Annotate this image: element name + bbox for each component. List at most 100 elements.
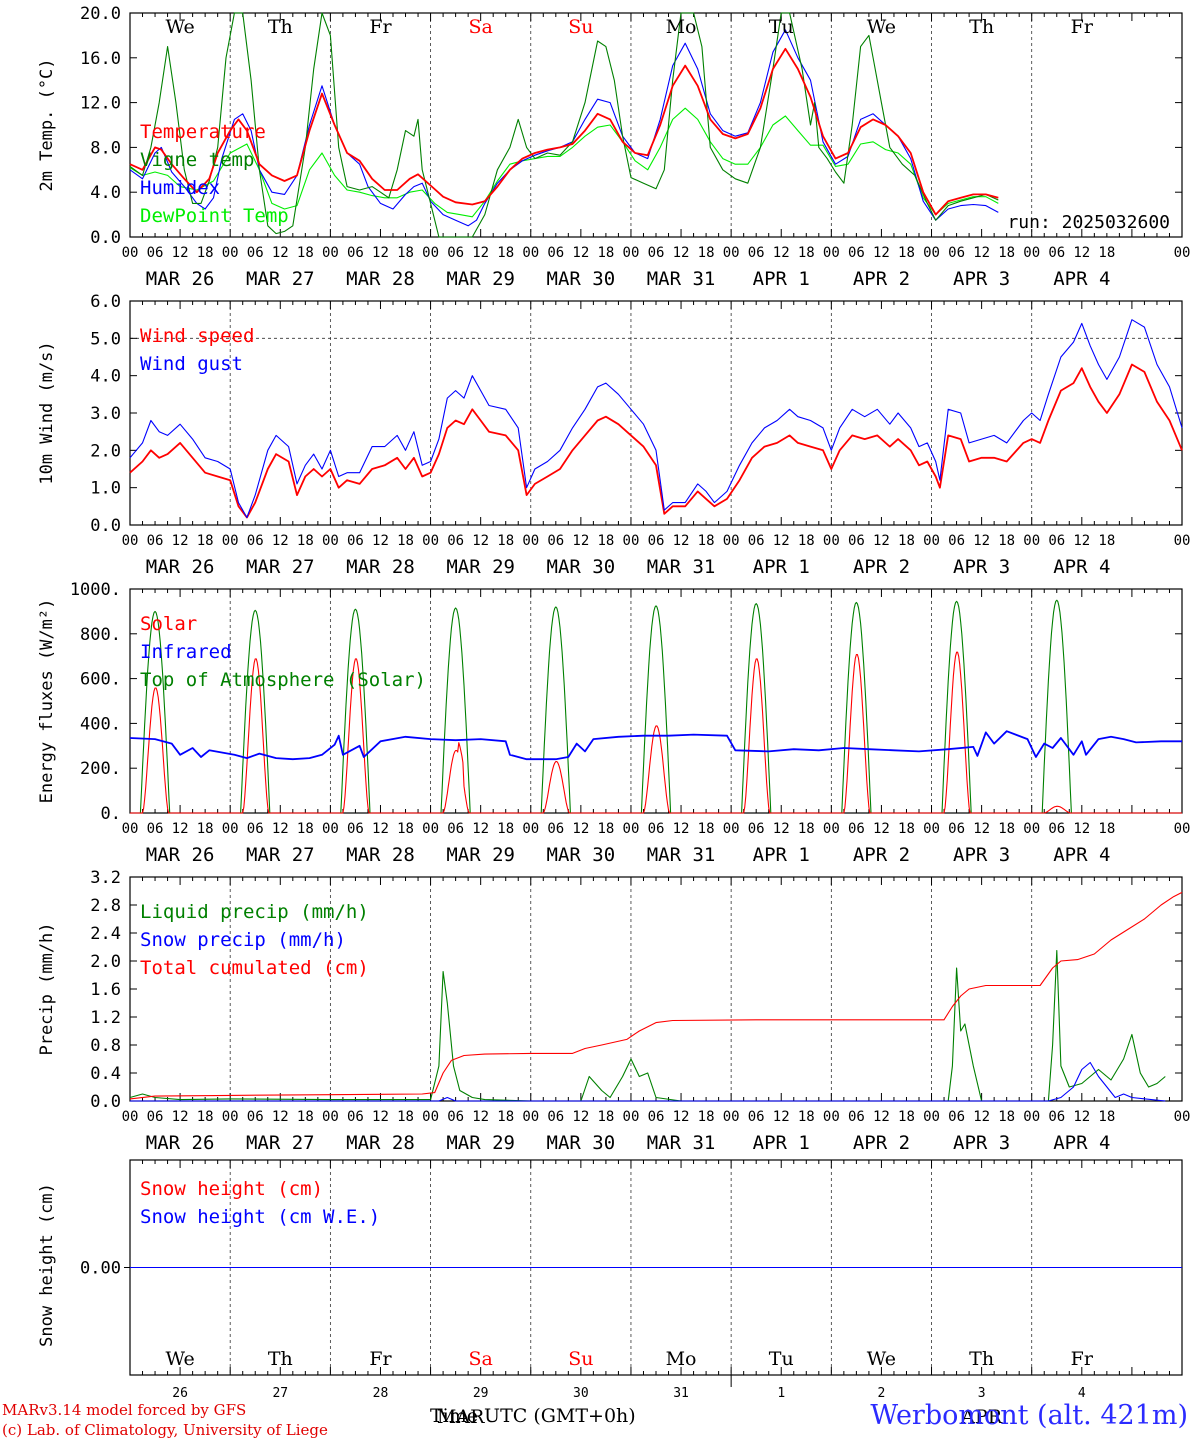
hour-label: 00 bbox=[422, 533, 439, 549]
y-tick-label: 0.0 bbox=[90, 1092, 121, 1112]
series-line-3 bbox=[129, 107, 999, 218]
date-label: MAR 27 bbox=[246, 268, 315, 290]
hour-label: 00 bbox=[923, 821, 940, 837]
date-label: MAR 28 bbox=[346, 844, 415, 866]
weekday-label: Fr bbox=[369, 1348, 392, 1370]
hour-label: 18 bbox=[597, 821, 614, 837]
hour-label: 18 bbox=[898, 245, 915, 261]
run-label: run: 2025032600 bbox=[1007, 212, 1170, 233]
hour-label: 06 bbox=[948, 1109, 965, 1125]
series-line-2 bbox=[129, 891, 1183, 1100]
date-label: MAR 26 bbox=[146, 1132, 215, 1154]
day-number-label: 29 bbox=[473, 1386, 489, 1401]
y-tick-label: 20.0 bbox=[80, 4, 121, 24]
hour-label: 18 bbox=[1098, 533, 1115, 549]
date-label: MAR 31 bbox=[647, 268, 716, 290]
hour-label: 06 bbox=[447, 1109, 464, 1125]
hour-label: 12 bbox=[472, 533, 489, 549]
date-label: MAR 30 bbox=[547, 1132, 616, 1154]
weekday-label: We bbox=[867, 16, 896, 38]
y-tick-label: 2.0 bbox=[90, 441, 121, 461]
hour-label: 18 bbox=[397, 1109, 414, 1125]
hour-label: 18 bbox=[698, 533, 715, 549]
y-tick-label: 8.0 bbox=[90, 138, 121, 158]
hour-label: 18 bbox=[798, 821, 815, 837]
hour-label: 06 bbox=[748, 245, 765, 261]
hour-label: 00 bbox=[1174, 533, 1191, 549]
day-number-label: 1 bbox=[777, 1386, 785, 1401]
date-label: APR 2 bbox=[853, 844, 910, 866]
series-line-0 bbox=[130, 651, 1182, 814]
legend-entry: Temperature bbox=[140, 121, 266, 143]
day-number-label: 3 bbox=[978, 1386, 986, 1401]
station-name: Werbomont (alt. 421m) bbox=[870, 1400, 1188, 1431]
hour-label: 00 bbox=[322, 533, 339, 549]
panel-frame bbox=[129, 12, 1183, 238]
hour-label: 12 bbox=[272, 1109, 289, 1125]
hour-label: 12 bbox=[673, 533, 690, 549]
weekday-label: Sa bbox=[468, 1348, 492, 1370]
hour-label: 06 bbox=[1048, 1109, 1065, 1125]
hour-label: 00 bbox=[222, 533, 239, 549]
hour-label: 12 bbox=[773, 1109, 790, 1125]
date-label: MAR 27 bbox=[246, 844, 315, 866]
weekday-label: Th bbox=[969, 1348, 994, 1370]
hour-label: 06 bbox=[247, 533, 264, 549]
y-axis-label: Snow height (cm) bbox=[37, 1183, 57, 1347]
date-label: MAR 29 bbox=[446, 556, 515, 578]
hour-label: 18 bbox=[698, 245, 715, 261]
y-axis-label: 10m Wind (m/s) bbox=[37, 341, 57, 484]
hour-label: 00 bbox=[923, 533, 940, 549]
hour-label: 18 bbox=[1098, 245, 1115, 261]
hour-label: 18 bbox=[297, 821, 314, 837]
hour-label: 12 bbox=[673, 821, 690, 837]
legend-entry: DewPoint Temp bbox=[140, 205, 289, 227]
hour-label: 12 bbox=[472, 1109, 489, 1125]
day-number-label: 28 bbox=[373, 1386, 389, 1401]
hour-label: 18 bbox=[497, 245, 514, 261]
day-number-label: 4 bbox=[1078, 1386, 1086, 1401]
panel-frame bbox=[129, 300, 1183, 526]
hour-label: 06 bbox=[547, 533, 564, 549]
panel-wind: 0.0 1.0 2.0 3.0 4.0 5.0 6.0 10m Wind (m/s) Wind … bbox=[37, 292, 1190, 578]
y-tick-label: 200. bbox=[80, 759, 121, 779]
legend-entry: Snow height (cm) bbox=[140, 1178, 323, 1200]
day-number-label: 31 bbox=[673, 1386, 689, 1401]
legend-entry: Vigne temp bbox=[140, 149, 254, 171]
y-tick-label: 600. bbox=[80, 670, 121, 690]
hour-label: 06 bbox=[848, 821, 865, 837]
hour-label: 06 bbox=[347, 821, 364, 837]
hour-label: 18 bbox=[297, 245, 314, 261]
hour-label: 18 bbox=[397, 245, 414, 261]
hour-label: 12 bbox=[572, 1109, 589, 1125]
weekday-label: Su bbox=[568, 1348, 593, 1370]
hour-label: 18 bbox=[497, 533, 514, 549]
hour-label: 18 bbox=[698, 821, 715, 837]
hour-label: 12 bbox=[773, 245, 790, 261]
weekday-label: Fr bbox=[369, 16, 392, 38]
hour-label: 12 bbox=[172, 245, 189, 261]
hour-label: 12 bbox=[272, 533, 289, 549]
hour-label: 00 bbox=[422, 245, 439, 261]
hour-label: 00 bbox=[522, 245, 539, 261]
weekday-label: Su bbox=[568, 16, 593, 38]
date-label: MAR 27 bbox=[246, 556, 315, 578]
hour-label: 12 bbox=[372, 533, 389, 549]
hour-label: 00 bbox=[222, 1109, 239, 1125]
hour-label: 18 bbox=[798, 245, 815, 261]
hour-label: 00 bbox=[823, 821, 840, 837]
hour-label: 12 bbox=[673, 245, 690, 261]
y-tick-label: 5.0 bbox=[90, 329, 121, 349]
series-line-1 bbox=[130, 1061, 1166, 1102]
hour-label: 00 bbox=[723, 533, 740, 549]
weekday-label: Sa bbox=[468, 16, 492, 38]
hour-label: 06 bbox=[648, 245, 665, 261]
hour-label: 06 bbox=[748, 821, 765, 837]
hour-label: 18 bbox=[197, 1109, 214, 1125]
weekday-label: Tu bbox=[769, 1348, 794, 1370]
date-label: MAR 29 bbox=[446, 1132, 515, 1154]
panel-frame bbox=[129, 588, 1183, 814]
legend-entry: Solar bbox=[140, 613, 197, 635]
date-label: MAR 29 bbox=[446, 268, 515, 290]
hour-label: 12 bbox=[372, 821, 389, 837]
